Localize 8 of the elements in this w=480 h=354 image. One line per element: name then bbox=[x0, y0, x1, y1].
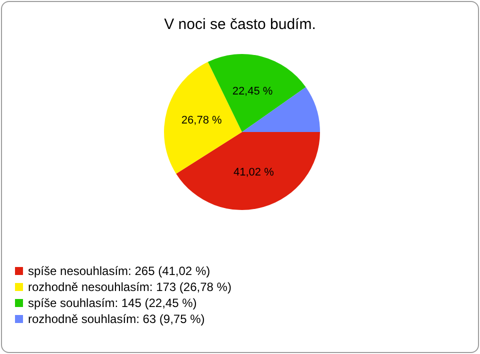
data-label: 22,45 % bbox=[232, 85, 273, 98]
data-label: 26,78 % bbox=[181, 114, 222, 127]
legend-label: rozhodně nesouhlasím: 173 (26,78 %) bbox=[28, 280, 232, 294]
legend-label: spíše souhlasím: 145 (22,45 %) bbox=[28, 296, 197, 310]
legend-label: rozhodně souhlasím: 63 (9,75 %) bbox=[28, 312, 205, 326]
legend-label: spíše nesouhlasím: 265 (41,02 %) bbox=[28, 264, 210, 278]
chart-title: V noci se často budím. bbox=[164, 16, 316, 33]
data-label: 41,02 % bbox=[234, 166, 274, 178]
